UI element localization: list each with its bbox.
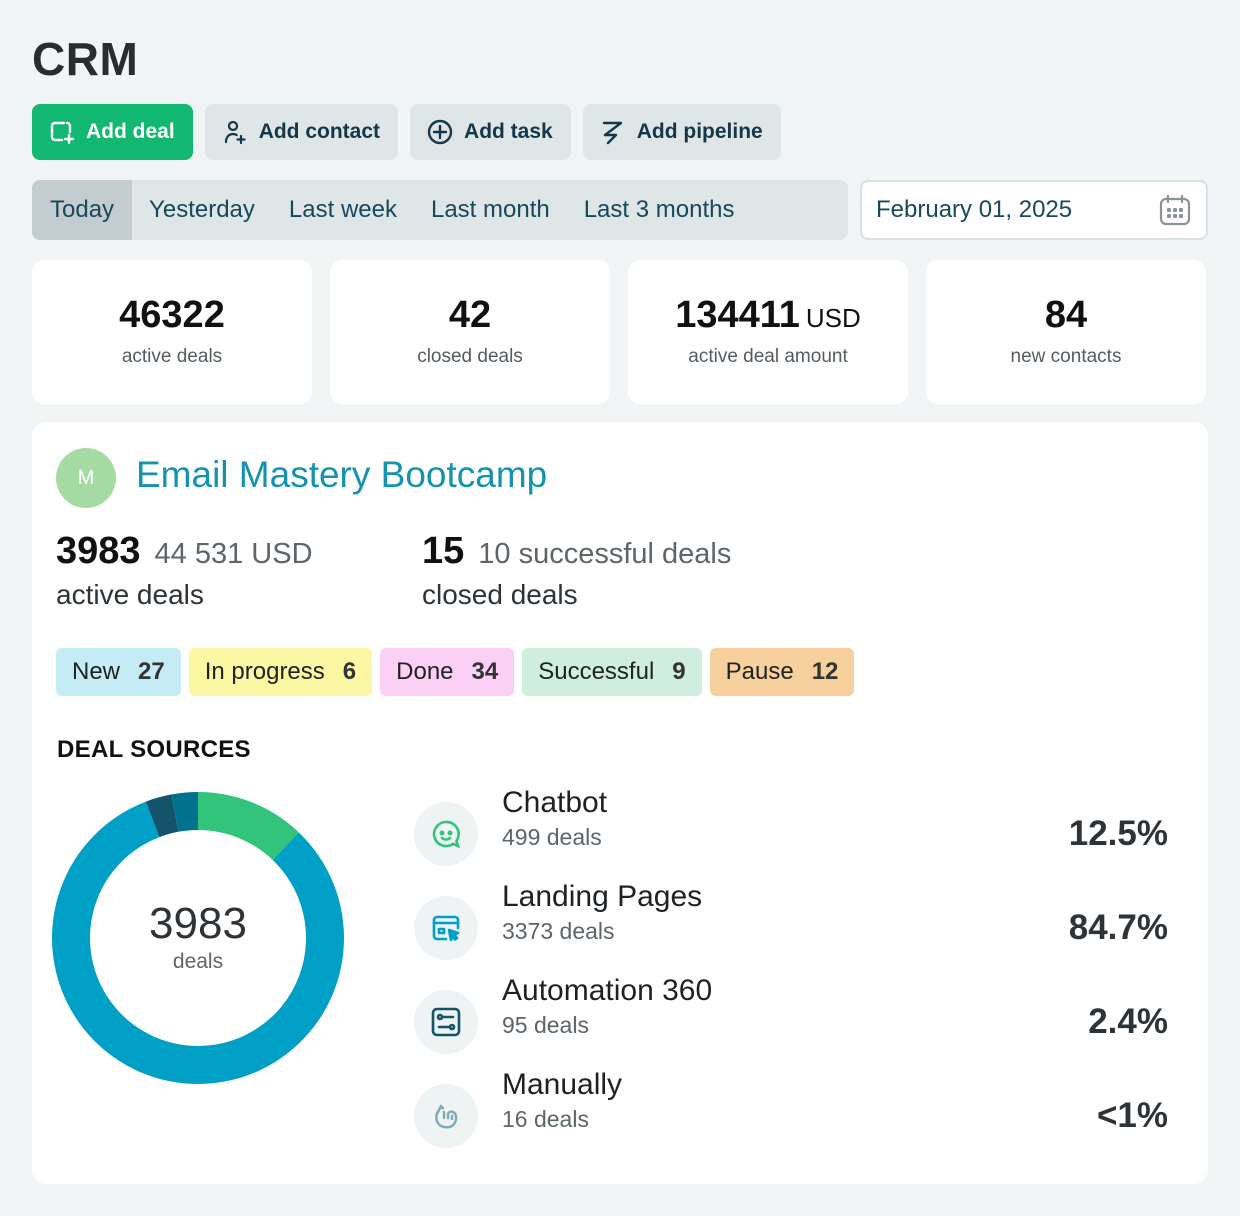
stage-label: New — [72, 658, 121, 685]
closed-deals-metric: 15 10 successful deals closed deals — [422, 530, 731, 611]
period-last-3-months[interactable]: Last 3 months — [583, 196, 735, 223]
stage-tag-done[interactable]: Done 34 — [380, 648, 515, 696]
add-task-button[interactable]: Add task — [410, 104, 571, 160]
deal-sources-donut — [52, 792, 344, 1084]
pipeline-name-link[interactable]: Email Mastery Bootcamp — [136, 454, 548, 495]
calendar-icon[interactable] — [1158, 193, 1192, 227]
active-deals-metric: 3983 44 531 USD active deals — [56, 530, 313, 611]
action-bar: Add deal Add contact Add task Add pipeli… — [32, 104, 781, 160]
stat-new-contacts: 84 new contacts — [926, 260, 1206, 404]
stats-row: 46322 active deals 42 closed deals 13441… — [32, 260, 1206, 404]
source-name: Landing Pages — [502, 880, 703, 913]
stage-tag-new[interactable]: New 27 — [56, 648, 181, 696]
source-percent: 12.5% — [1068, 814, 1168, 853]
stat-label: new contacts — [1010, 345, 1122, 367]
source-deals: 3373 deals — [502, 918, 615, 944]
source-name: Manually — [502, 1068, 623, 1101]
stage-label: Successful — [538, 658, 655, 685]
active-deals-caption: active deals — [56, 579, 204, 610]
source-row-landing-pages: Landing Pages 3373 deals 84.7% — [414, 880, 1174, 960]
period-last-week[interactable]: Last week — [288, 196, 397, 223]
deal-sources-heading: DEAL SOURCES — [57, 736, 251, 763]
source-icon-wrap — [414, 896, 478, 960]
source-icon-wrap — [414, 1084, 478, 1148]
date-value: February 01, 2025 — [876, 196, 1073, 223]
add-task-icon — [427, 119, 453, 145]
donut-slice-chatbot — [198, 792, 299, 860]
stage-label: In progress — [204, 658, 325, 685]
source-deals: 95 deals — [502, 1012, 589, 1038]
manual-icon — [435, 1104, 458, 1129]
add-task-label: Add task — [464, 120, 553, 143]
period-yesterday[interactable]: Yesterday — [149, 196, 255, 223]
stage-label: Pause — [725, 658, 794, 685]
active-deals-count: 3983 — [56, 530, 141, 572]
source-icon-wrap — [414, 990, 478, 1054]
stat-closed-deals: 42 closed deals — [330, 260, 610, 404]
source-row-automation-360: Automation 360 95 deals 2.4% — [414, 974, 1174, 1054]
stage-count: 27 — [138, 658, 165, 685]
source-deals: 16 deals — [502, 1106, 589, 1132]
successful-deals: 10 successful deals — [478, 538, 732, 570]
add-contact-label: Add contact — [258, 120, 381, 143]
add-contact-icon — [224, 120, 246, 145]
stage-label: Done — [396, 658, 454, 685]
stat-active-deals: 46322 active deals — [32, 260, 312, 404]
source-row-chatbot: Chatbot 499 deals 12.5% — [414, 786, 1174, 866]
date-picker[interactable]: February 01, 2025 — [860, 180, 1208, 240]
stat-value: 46322 — [119, 294, 225, 337]
stat-value: 134411 — [675, 294, 800, 337]
stage-tag-successful[interactable]: Successful 9 — [522, 648, 702, 696]
period-selector: Today Yesterday Last week Last month Las… — [32, 180, 848, 240]
stat-value: 42 — [448, 294, 492, 337]
source-row-manually: Manually 16 deals <1% — [414, 1068, 1174, 1148]
donut-slice-landing-pages — [52, 801, 344, 1084]
source-icon-wrap — [414, 802, 478, 866]
pipeline-avatar: M — [56, 448, 116, 508]
add-pipeline-button[interactable]: Add pipeline — [582, 104, 781, 160]
period-today[interactable]: Today — [32, 180, 133, 240]
pipeline-icon — [602, 121, 622, 145]
period-last-month[interactable]: Last month — [430, 196, 550, 223]
active-deals-amount: 44 531 USD — [154, 538, 313, 570]
stage-count: 12 — [811, 658, 839, 685]
stat-unit: USD — [805, 303, 861, 334]
stat-label: active deals — [121, 345, 223, 367]
stage-tag-in-progress[interactable]: In progress 6 — [188, 648, 373, 696]
add-contact-button[interactable]: Add contact — [204, 104, 399, 160]
page-title: CRM — [32, 33, 139, 85]
source-deals: 499 deals — [502, 824, 602, 850]
stage-tag-pause[interactable]: Pause 12 — [709, 648, 855, 696]
source-percent: 84.7% — [1068, 908, 1168, 947]
add-deal-label: Add deal — [86, 120, 175, 143]
automation-icon — [431, 1007, 461, 1037]
stage-count: 34 — [471, 658, 499, 685]
donut-slice-automation-360 — [145, 794, 179, 838]
stage-tags: New 27 In progress 6 Done 34 Successful 9 Pause 1… — [56, 648, 855, 696]
source-name: Automation 360 — [502, 974, 713, 1007]
closed-deals-caption: closed deals — [422, 579, 578, 610]
donut-slice-manually — [171, 792, 198, 832]
closed-deals-count: 15 — [422, 530, 465, 572]
stage-count: 6 — [342, 658, 357, 685]
add-deal-button[interactable]: Add deal — [32, 104, 193, 160]
stat-label: closed deals — [417, 345, 523, 367]
stat-label: active deal amount — [688, 345, 848, 367]
source-percent: 2.4% — [1088, 1002, 1168, 1041]
chatbot-icon — [432, 820, 461, 849]
pipeline-card: M Email Mastery Bootcamp 3983 44 531 USD … — [32, 422, 1208, 1184]
stat-value-wrap: 134411 USD — [675, 294, 861, 337]
add-deal-icon — [50, 121, 75, 145]
stat-active-deal-amount: 134411 USD active deal amount — [628, 260, 908, 404]
stat-value: 84 — [1044, 294, 1088, 337]
landing-page-icon — [432, 915, 460, 942]
source-percent: <1% — [1096, 1096, 1168, 1135]
source-name: Chatbot — [502, 786, 608, 819]
add-pipeline-label: Add pipeline — [636, 120, 763, 143]
stage-count: 9 — [672, 658, 686, 685]
